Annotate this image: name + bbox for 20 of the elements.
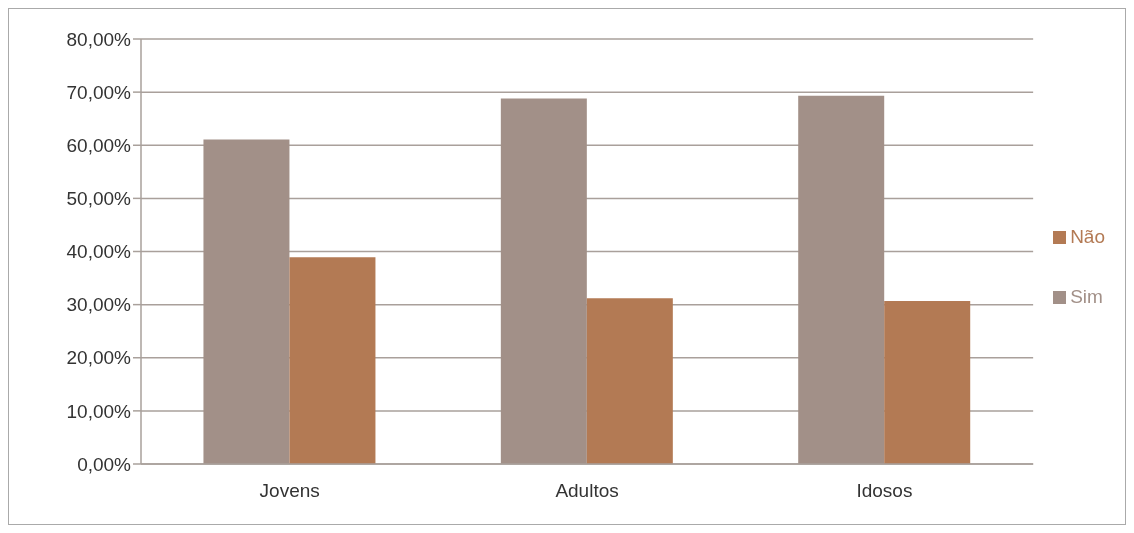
y-tick-label: 30,00% — [66, 294, 132, 316]
y-tick-label: 50,00% — [66, 188, 132, 210]
legend-label: Sim — [1070, 285, 1103, 307]
x-tick-label: Jovens — [259, 480, 320, 502]
y-tick-label: 70,00% — [66, 81, 132, 103]
bar — [798, 95, 885, 464]
legend-label: Não — [1070, 225, 1105, 247]
y-tick-label: 0,00% — [77, 453, 132, 475]
bar — [289, 257, 376, 464]
y-tick-label: 20,00% — [66, 347, 132, 369]
y-tick-label: 10,00% — [66, 400, 132, 422]
y-tick-label: 40,00% — [66, 241, 132, 263]
y-tick-label: 60,00% — [66, 134, 132, 156]
bar — [500, 98, 587, 464]
bar — [203, 139, 290, 464]
bar — [586, 298, 673, 464]
y-tick-label: 80,00% — [66, 28, 132, 50]
x-tick-label: Adultos — [555, 480, 619, 502]
bar — [884, 300, 971, 464]
x-tick-label: Idosos — [856, 480, 913, 502]
